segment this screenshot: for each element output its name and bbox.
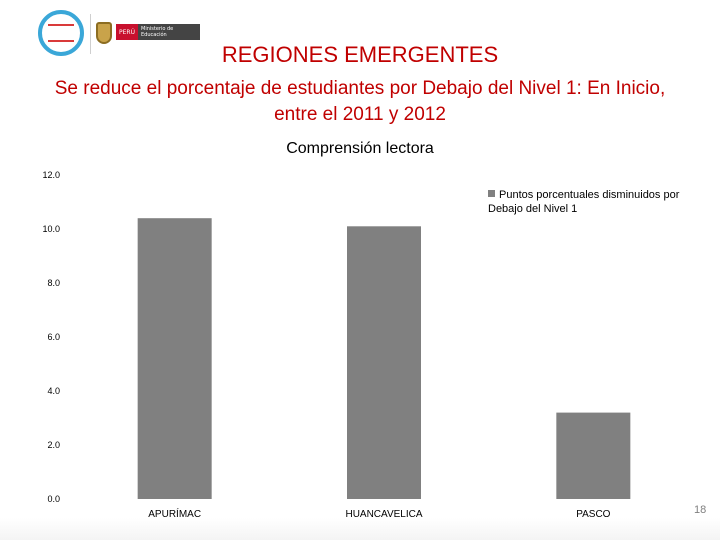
bar-pasco <box>556 412 631 499</box>
x-tick-label: HUANCAVELICA <box>345 509 422 520</box>
y-tick-label: 0.0 <box>47 494 60 504</box>
campaign-logo <box>38 10 84 56</box>
y-axis-ticks: 0.0 2.0 4.0 6.0 8.0 10.0 12.0 <box>42 170 60 504</box>
y-tick-label: 12.0 <box>42 170 60 180</box>
ministry-label: Ministerio de Educación <box>138 24 200 40</box>
page-subtitle: Se reduce el porcentaje de estudiantes p… <box>54 78 666 125</box>
peru-label: PERÚ <box>116 24 138 40</box>
y-tick-label: 2.0 <box>47 440 60 450</box>
logo-divider <box>90 14 91 54</box>
legend-swatch <box>488 190 495 197</box>
y-tick-label: 8.0 <box>47 278 60 288</box>
legend-label: Puntos porcentuales disminuidos por Deba… <box>488 189 680 215</box>
y-tick-label: 4.0 <box>47 386 60 396</box>
page-title: REGIONES EMERGENTES <box>221 42 499 67</box>
bottom-strip <box>0 518 720 540</box>
bars <box>137 218 631 500</box>
x-axis-labels: APURÍMAC HUANCAVELICA PASCO <box>148 507 610 520</box>
page-number: 18 <box>694 504 707 516</box>
bar-apurímac <box>137 218 212 499</box>
legend: Puntos porcentuales disminuidos por Deba… <box>488 188 698 216</box>
y-tick-label: 10.0 <box>42 224 60 234</box>
bar-huancavelica <box>347 226 421 500</box>
y-tick-label: 6.0 <box>47 332 60 342</box>
chart-title: Comprensión lectora <box>286 140 434 157</box>
x-tick-label: PASCO <box>576 509 610 520</box>
x-tick-label: APURÍMAC <box>148 507 201 520</box>
coat-of-arms-icon <box>96 22 112 44</box>
